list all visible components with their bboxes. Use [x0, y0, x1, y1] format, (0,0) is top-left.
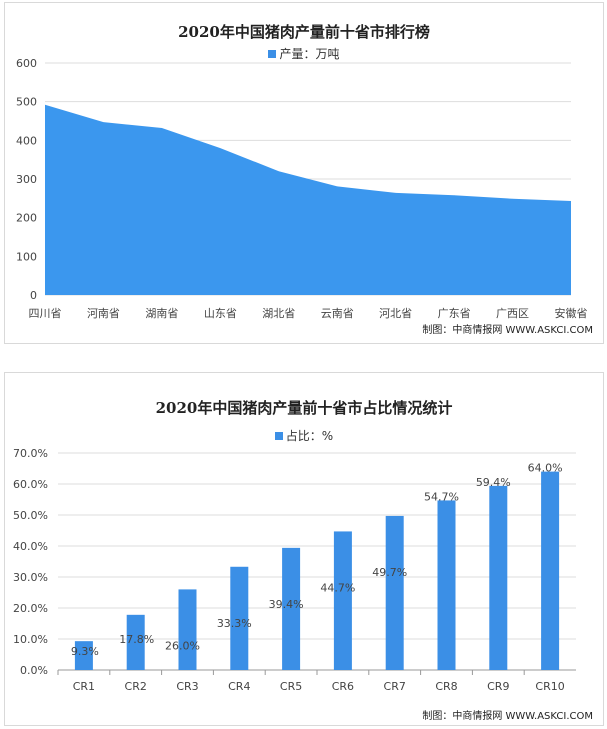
x-tick-label: CR7 [384, 680, 406, 693]
x-tick-label: 湖南省 [145, 307, 178, 320]
x-tick-label: 湖北省 [262, 307, 295, 320]
x-tick-label: CR1 [73, 680, 95, 693]
production-chart-card: 2020年中国猪肉产量前十省市排行榜 产量：万吨 0 100 200 300 400 50… [4, 2, 604, 344]
data-label: 54.7% [424, 490, 459, 503]
x-tick-label: 广西区 [496, 307, 529, 320]
legend: 占比：% [5, 427, 603, 444]
bar [437, 500, 456, 670]
y-tick-label: 500 [16, 96, 37, 109]
x-tick-label: CR6 [332, 680, 354, 693]
x-tick-label: CR9 [487, 680, 509, 693]
data-label: 17.8% [119, 633, 154, 646]
bar [74, 641, 93, 670]
legend-label: 产量：万吨 [279, 47, 340, 61]
chart-title: 2020年中国猪肉产量前十省市占比情况统计 [155, 399, 453, 417]
bar [489, 485, 508, 670]
chart-title: 2020年中国猪肉产量前十省市排行榜 [178, 23, 430, 41]
legend: 产量：万吨 [5, 45, 603, 62]
y-tick-label: 20.0% [13, 602, 48, 615]
y-tick-label: 0 [30, 289, 37, 302]
bar [541, 471, 560, 670]
y-tick-label: 30.0% [13, 571, 48, 584]
x-tick-label: CR3 [176, 680, 198, 693]
bar-chart: 0.0% 10.0% 20.0% 30.0% 40.0% 50.0% 60.0% 70.0% 9… [13, 447, 576, 693]
area-series [45, 104, 571, 295]
bar [230, 566, 249, 670]
x-tick-label: CR8 [435, 680, 457, 693]
y-tick-label: 60.0% [13, 478, 48, 491]
x-tick-label: CR5 [280, 680, 302, 693]
data-label: 33.3% [217, 617, 252, 630]
y-tick-label: 70.0% [13, 447, 48, 460]
y-tick-label: 300 [16, 173, 37, 186]
bar [282, 547, 301, 670]
legend-label: 占比：% [285, 429, 334, 443]
y-tick-label: 50.0% [13, 509, 48, 522]
credit: 制图：中商情报网 WWW.ASKCI.COM [422, 711, 593, 722]
bar [333, 531, 352, 670]
legend-swatch [268, 50, 277, 58]
x-tick-label: 广东省 [438, 307, 471, 320]
x-tick-label: 河南省 [87, 307, 120, 320]
data-label: 39.4% [269, 598, 304, 611]
x-tick-label: 云南省 [321, 307, 354, 320]
data-label: 44.7% [320, 581, 355, 594]
data-label: 9.3% [71, 645, 99, 658]
x-tick-label: 安徽省 [555, 306, 588, 320]
x-tick-label: 河北省 [379, 307, 412, 320]
data-label: 64.0% [528, 462, 563, 475]
bar [126, 614, 145, 670]
data-label: 26.0% [165, 639, 200, 652]
x-tick-label: 山东省 [204, 307, 237, 320]
x-tick-label: CR4 [228, 680, 250, 693]
y-tick-label: 200 [16, 212, 37, 225]
bar [385, 515, 404, 670]
y-tick-label: 100 [16, 250, 37, 263]
data-label: 59.4% [476, 476, 511, 489]
x-tick-label: CR2 [125, 680, 147, 693]
data-label: 49.7% [372, 566, 407, 579]
y-tick-label: 400 [16, 134, 37, 147]
x-tick-label: CR10 [535, 680, 564, 693]
legend-swatch [274, 432, 283, 440]
share-chart-card: 2020年中国猪肉产量前十省市占比情况统计 占比：% 0.0% 10.0% 20.0… [4, 372, 604, 726]
y-tick-label: 0.0% [20, 664, 48, 677]
y-tick-label: 600 [16, 57, 37, 70]
y-tick-label: 10.0% [13, 633, 48, 646]
y-tick-label: 40.0% [13, 540, 48, 553]
credit: 制图：中商情报网 WWW.ASKCI.COM [422, 325, 593, 336]
x-tick-label: 四川省 [29, 307, 62, 320]
area-chart: 0 100 200 300 400 500 600 四川省 河南省 湖南省 山东省 湖北省 云南省 河北省… [16, 57, 588, 320]
bar [178, 589, 197, 670]
